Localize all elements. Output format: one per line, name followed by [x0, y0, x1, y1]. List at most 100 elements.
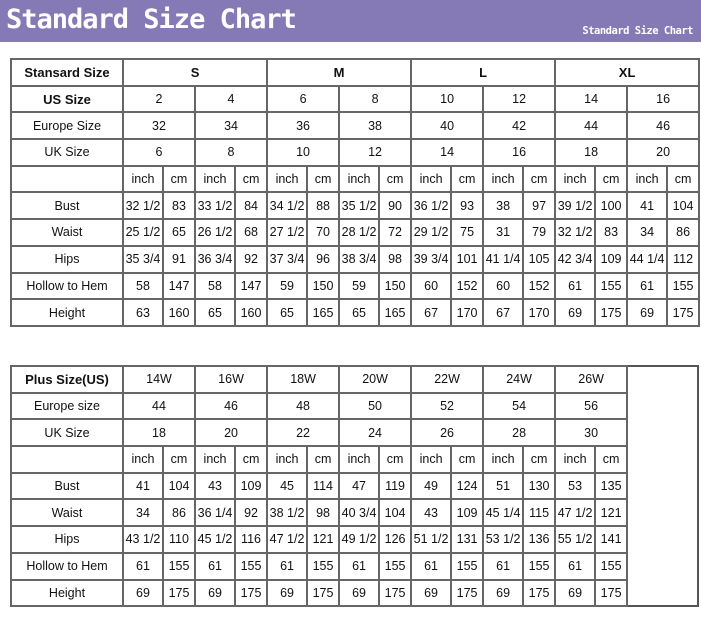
measurement-value: 45 1/4 — [482, 498, 525, 528]
size-value: 40 — [410, 111, 485, 141]
measurement-value: 65 — [162, 218, 196, 247]
size-value: 38 — [338, 111, 413, 141]
measurement-value: 97 — [522, 191, 557, 221]
measurement-value: 69 — [626, 298, 669, 327]
measurement-value: 34 — [122, 498, 164, 528]
measurement-value: 28 1/2 — [338, 218, 381, 247]
europe-sizes-row: Europe size 44 46 48 50 52 54 56 — [10, 391, 698, 421]
measurement-value: 155 — [161, 551, 197, 581]
measurement-value: 86 — [666, 218, 701, 247]
unit-header: cm — [522, 445, 557, 474]
measurement-value: 29 1/2 — [410, 218, 453, 247]
measurement-value: 45 — [266, 471, 309, 501]
size-value: 16 — [482, 138, 557, 167]
measurement-value: 38 3/4 — [338, 244, 381, 274]
unit-header: cm — [233, 164, 269, 194]
size-value: 20 — [194, 418, 269, 448]
measurement-value: 155 — [378, 551, 413, 581]
unit-header: inch — [554, 445, 597, 474]
unit-row: inch cm inch cm inch cm inch cm inch cm inch cm inch… — [10, 445, 698, 474]
size-value: 52 — [410, 391, 485, 421]
unit-row: inch cm inch cm inch cm inch cm inch cm inch cm inch… — [10, 164, 701, 194]
unit-header: cm — [378, 164, 413, 194]
measurement-value: 25 1/2 — [122, 218, 164, 247]
measurement-value: 119 — [378, 471, 413, 501]
measurement-value: 141 — [594, 525, 629, 554]
measurement-value: 34 1/2 — [266, 191, 309, 221]
measurement-value: 32 1/2 — [122, 191, 164, 221]
measurement-value: 135 — [594, 471, 629, 501]
size-value: 12 — [338, 138, 413, 167]
measurement-value: 86 — [161, 498, 197, 528]
size-value: 14 — [554, 84, 629, 114]
measurement-value: 61 — [626, 271, 669, 301]
size-value: 20 — [626, 138, 701, 167]
measurement-value: 110 — [161, 525, 197, 554]
measurement-value: 175 — [161, 578, 197, 608]
measurement-value: 155 — [306, 551, 341, 581]
row-label: US Size — [10, 84, 124, 114]
measurement-row: Hips 43 1/2 110 45 1/2 116 47 1/2 121 49 1/2 126… — [10, 525, 698, 554]
measurement-value: 41 — [626, 191, 669, 221]
measurement-value: 175 — [522, 578, 557, 608]
size-value: 16 — [626, 84, 701, 114]
measurement-value: 155 — [666, 271, 701, 301]
unit-header: cm — [450, 445, 485, 474]
banner-title: Standard Size Chart — [6, 4, 297, 35]
unit-header: cm — [666, 164, 701, 194]
row-label: Waist — [10, 498, 124, 528]
plus-size-table: Plus Size(US) 14W 16W 18W 20W 22W 24W 26W Europe… — [10, 365, 700, 608]
measurement-value: 84 — [233, 191, 269, 221]
measurement-value: 130 — [522, 471, 557, 501]
row-label: Height — [10, 578, 124, 608]
measurement-value: 69 — [410, 578, 453, 608]
measurement-value: 170 — [522, 298, 557, 327]
row-label: Hips — [10, 244, 124, 274]
unit-header: inch — [266, 445, 309, 474]
measurement-value: 155 — [234, 551, 269, 581]
size-group-header: S — [121, 58, 269, 87]
measurement-value: 116 — [234, 525, 269, 554]
banner-subtitle: Standard Size Chart — [582, 25, 693, 37]
measurement-value: 109 — [450, 498, 485, 528]
measurement-value: 69 — [482, 578, 525, 608]
size-value: 16W — [194, 365, 269, 394]
us-sizes-row: US Size 2 4 6 8 10 12 14 16 — [10, 84, 701, 114]
measurement-value: 91 — [162, 244, 196, 274]
row-label: Height — [10, 298, 124, 327]
unit-header: cm — [162, 164, 196, 194]
measurement-value: 37 3/4 — [266, 244, 309, 274]
size-value: 48 — [266, 391, 341, 421]
measurement-value: 41 — [122, 471, 164, 501]
measurement-value: 90 — [378, 191, 413, 221]
measurement-row: Height 69 175 69 175 69 175 69 175 69 175 69 175 69 17… — [10, 578, 698, 608]
measurement-row: Height 63 160 65 160 65 165 65 165 67 170 67 170 69 17… — [10, 298, 701, 327]
measurement-value: 175 — [306, 578, 341, 608]
size-value: 4 — [193, 84, 269, 114]
unit-header: inch — [482, 164, 525, 194]
measurement-value: 65 — [194, 298, 236, 327]
measurement-value: 61 — [410, 551, 453, 581]
unit-header: cm — [234, 445, 269, 474]
unit-header: cm — [378, 445, 413, 474]
size-value: 10 — [266, 138, 341, 167]
measurement-value: 165 — [306, 298, 341, 327]
measurement-value: 115 — [522, 498, 557, 528]
measurement-value: 175 — [234, 578, 269, 608]
measurement-value: 32 1/2 — [554, 218, 597, 247]
measurement-value: 69 — [554, 298, 597, 327]
unit-header: inch — [338, 445, 381, 474]
measurement-value: 35 3/4 — [122, 244, 164, 274]
measurement-value: 98 — [378, 244, 413, 274]
measurement-value: 61 — [482, 551, 525, 581]
row-label: Bust — [10, 191, 124, 221]
measurement-value: 100 — [594, 191, 629, 221]
measurement-value: 67 — [482, 298, 525, 327]
measurement-value: 39 3/4 — [410, 244, 453, 274]
measurement-value: 152 — [450, 271, 485, 301]
empty-cell — [10, 445, 124, 474]
measurement-value: 27 1/2 — [266, 218, 309, 247]
row-label: UK Size — [10, 138, 124, 167]
size-value: 18 — [121, 418, 197, 448]
measurement-value: 83 — [594, 218, 629, 247]
